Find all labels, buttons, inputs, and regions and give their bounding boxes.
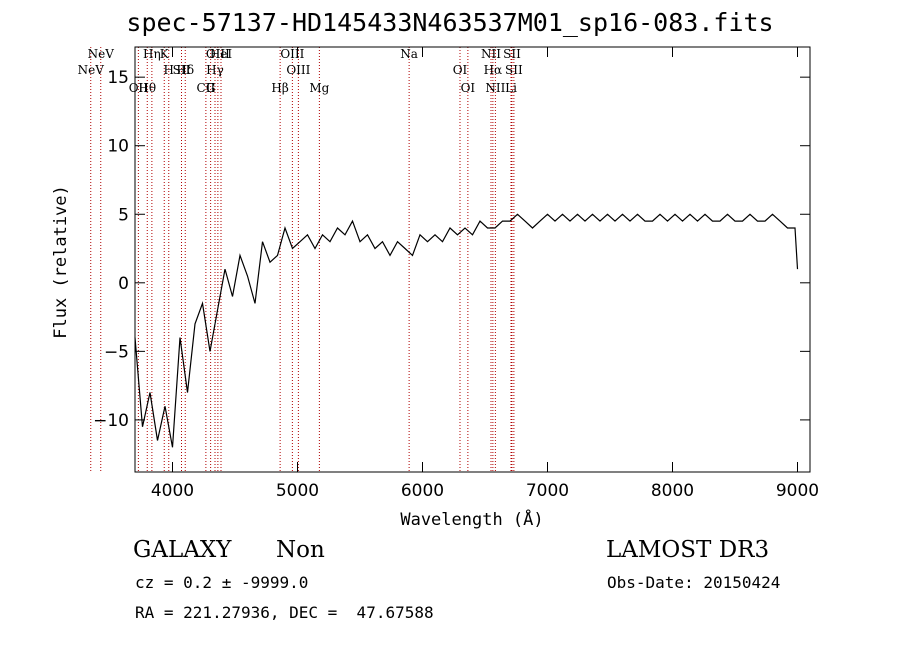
x-tick-label: 9000 (776, 481, 819, 501)
plot-frame (134, 46, 811, 473)
line-label: OIII (280, 47, 304, 61)
line-label: Hγ (206, 63, 224, 77)
obs-date: Obs-Date: 20150424 (607, 573, 781, 592)
line-label: Hβ (271, 81, 288, 95)
line-label: NII (481, 47, 501, 61)
line-label: HeI (210, 47, 233, 61)
ra-dec: RA = 221.27936, DEC = 47.67588 (135, 603, 434, 622)
x-tick-label: 4000 (151, 481, 194, 501)
object-type: GALAXY (133, 537, 232, 563)
line-label: NeV (78, 63, 105, 77)
line-label: Na (400, 47, 418, 61)
line-label: Mg (309, 81, 329, 95)
axis-ticks: 4000 5000 6000 7000 8000 9000 −10 −5 0 5 10 15 (93, 47, 819, 501)
line-label: Hδ (176, 63, 194, 77)
line-label: Hα (484, 63, 503, 77)
line-label: Li (505, 81, 517, 95)
chart-title: spec-57137-HD145433N463537M01_sp16-083.f… (126, 8, 774, 37)
y-tick-label: 5 (118, 205, 129, 225)
line-label: OIII (206, 47, 230, 61)
line-label: G (206, 81, 216, 95)
line-label: NeV (88, 47, 115, 61)
line-label: OI (461, 81, 476, 95)
survey-name: LAMOST DR3 (606, 537, 770, 563)
y-tick-label: −10 (93, 411, 129, 431)
x-tick-label: 7000 (526, 481, 569, 501)
y-tick-label: 15 (107, 68, 129, 88)
spectrum-series (134, 213, 799, 448)
line-label: SII (503, 47, 521, 61)
line-label: Hθ (138, 81, 156, 95)
line-label: NII (485, 81, 505, 95)
line-label: K (160, 47, 170, 61)
object-subtype: Non (276, 537, 325, 563)
line-label: SII (505, 63, 523, 77)
line-label: H (164, 63, 174, 77)
x-tick-label: 6000 (401, 481, 444, 501)
y-tick-label: 0 (118, 274, 129, 294)
x-tick-label: 8000 (651, 481, 694, 501)
line-label: OII (129, 81, 149, 95)
redshift-cz: cz = 0.2 ± -9999.0 (135, 573, 309, 592)
y-tick-label: −5 (104, 342, 129, 362)
line-label: CII (197, 81, 216, 95)
line-label: OIII (286, 63, 310, 77)
x-tick-label: 5000 (276, 481, 319, 501)
y-axis-label: Flux (relative) (51, 185, 71, 339)
x-axis-label: Wavelength (Å) (400, 510, 544, 530)
line-markers (90, 47, 515, 472)
spectrum-line (134, 213, 799, 448)
line-label: Hη (143, 47, 161, 61)
line-label: SII (173, 63, 191, 77)
y-tick-label: 10 (107, 137, 129, 157)
line-label: OI (453, 63, 468, 77)
